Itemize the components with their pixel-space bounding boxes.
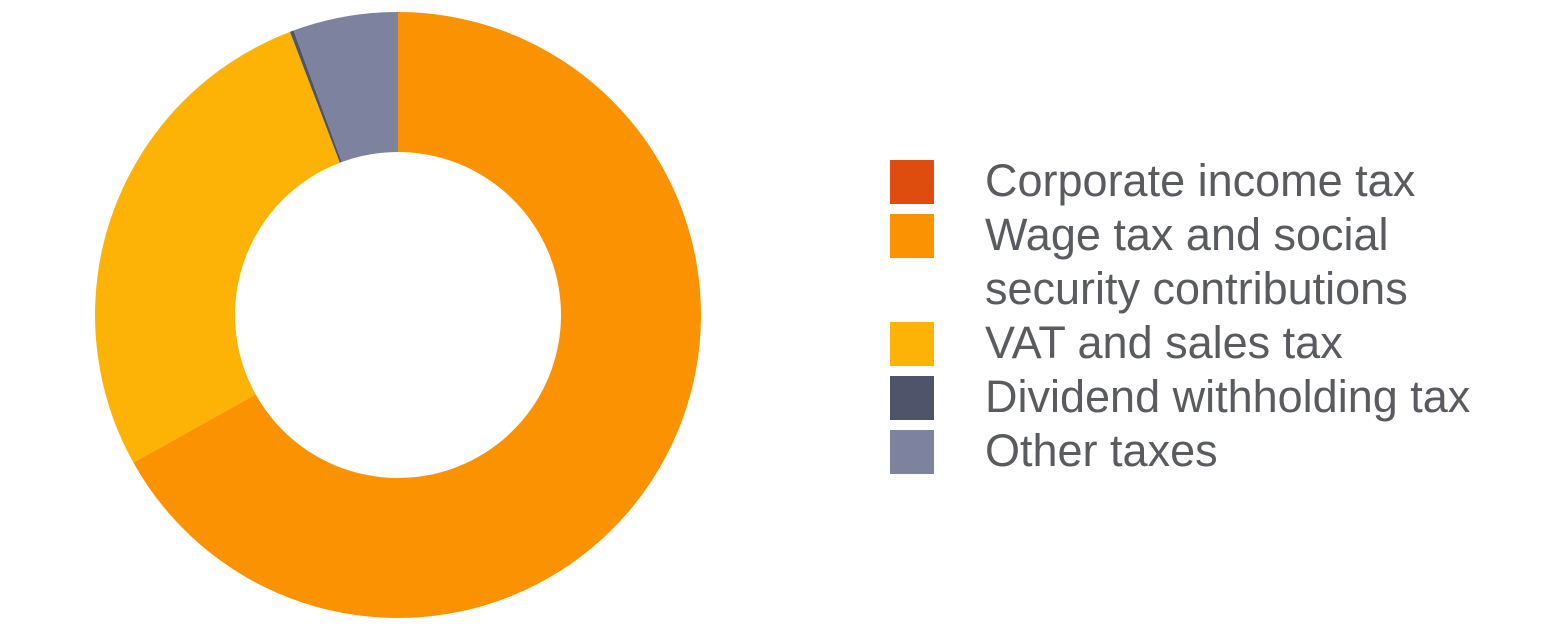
legend-swatch xyxy=(890,160,934,204)
legend-label: Dividend withholding tax xyxy=(985,371,1471,422)
slice-other-taxes[interactable] xyxy=(293,12,398,162)
slice-dividend-withholding-tax[interactable] xyxy=(290,30,342,163)
legend-item-wage-tax-and-social-security-contributions[interactable]: Wage tax and social security contributio… xyxy=(890,208,1515,316)
legend-item-vat-and-sales-tax[interactable]: VAT and sales tax xyxy=(890,316,1515,370)
legend-swatch xyxy=(890,430,934,474)
legend-label: Corporate income tax xyxy=(985,155,1416,206)
legend-item-corporate-income-tax[interactable]: Corporate income tax xyxy=(890,154,1515,208)
legend-swatch xyxy=(890,322,934,366)
legend-swatch xyxy=(890,214,934,258)
legend-item-other-taxes[interactable]: Other taxes xyxy=(890,424,1515,478)
legend-label: Other taxes xyxy=(985,425,1218,476)
legend-swatch xyxy=(890,376,934,420)
legend-item-dividend-withholding-tax[interactable]: Dividend withholding tax xyxy=(890,370,1515,424)
legend-label: VAT and sales tax xyxy=(985,317,1343,368)
chart-legend: Corporate income tax Wage tax and social… xyxy=(890,154,1515,478)
legend-label: Wage tax and social security contributio… xyxy=(985,209,1408,314)
slice-vat-and-sales-tax[interactable] xyxy=(94,31,340,463)
slice-wage-tax-and-social-security-contributions[interactable] xyxy=(133,12,701,618)
donut-chart xyxy=(94,12,701,618)
